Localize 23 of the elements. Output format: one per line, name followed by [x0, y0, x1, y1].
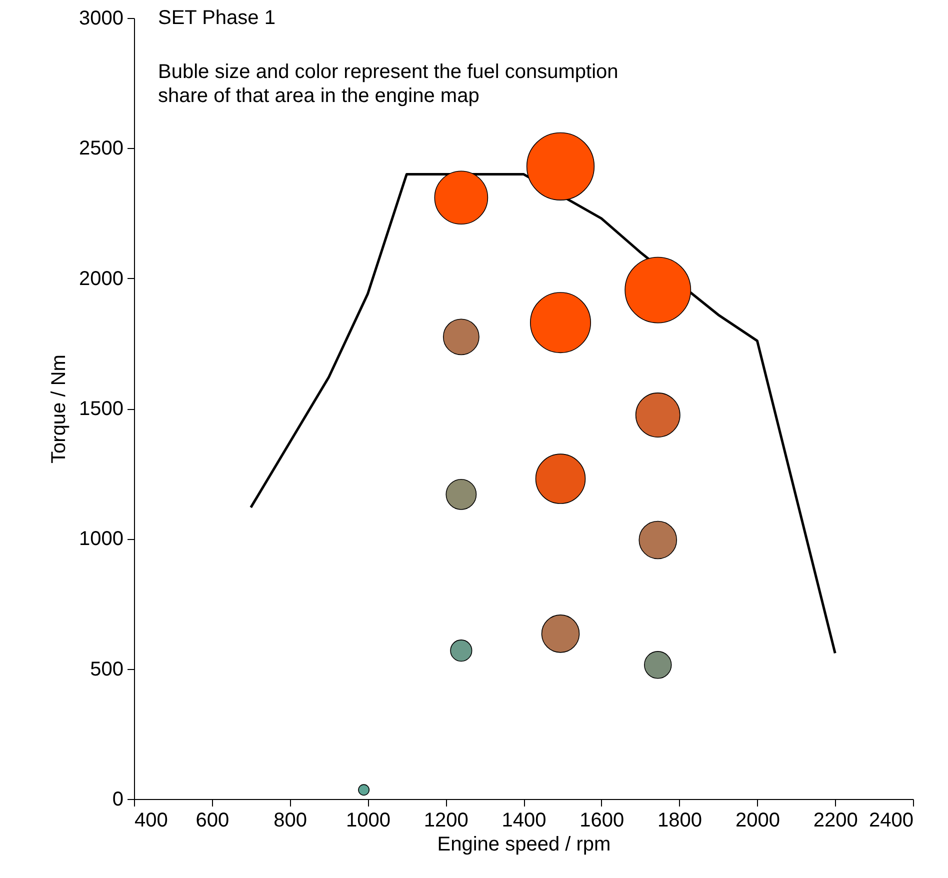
- y-axis-title: Torque / Nm: [48, 354, 70, 464]
- x-tick-label: 2400: [869, 810, 914, 832]
- y-tick-label: 3000: [79, 8, 124, 30]
- annotation: share of that area in the engine map: [158, 85, 480, 107]
- x-tick-label: 1400: [502, 810, 546, 832]
- x-tick-label: 1000: [346, 810, 390, 832]
- y-tick-label: 2500: [79, 138, 124, 160]
- x-tick-label: 400: [134, 810, 168, 832]
- annotation: Buble size and color represent the fuel consumption: [158, 61, 618, 83]
- y-tick-label: 1000: [79, 528, 124, 550]
- x-tick-label: 1600: [580, 810, 624, 832]
- x-axis-title: Engine speed / rpm: [437, 834, 611, 856]
- x-tick-label: 2000: [735, 810, 780, 832]
- y-tick-label: 1500: [79, 398, 124, 420]
- x-tick-label: 1200: [424, 810, 468, 832]
- y-tick-label: 0: [112, 788, 124, 810]
- y-tick-label: 2000: [79, 268, 124, 290]
- x-tick-label: 2200: [813, 810, 858, 832]
- x-tick-label: 600: [196, 810, 230, 832]
- annotation: SET Phase 1: [158, 7, 276, 29]
- x-tick-label: 800: [274, 810, 307, 832]
- y-tick-label: 500: [90, 658, 124, 680]
- x-tick-label: 1800: [658, 810, 702, 832]
